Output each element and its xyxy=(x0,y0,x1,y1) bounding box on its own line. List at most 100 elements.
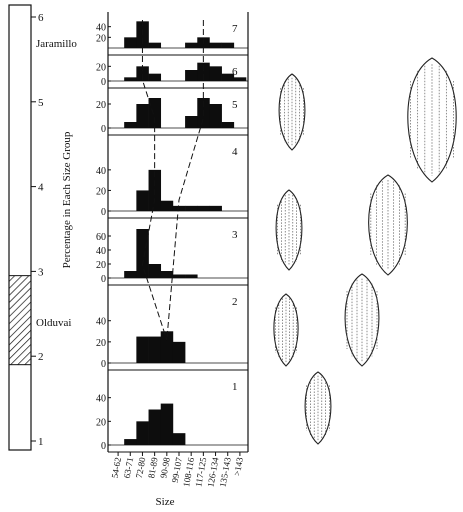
column-outline xyxy=(8,4,32,451)
event-label-jaramillo: Jaramillo xyxy=(36,38,77,50)
specimen-2 xyxy=(407,57,457,183)
specimen-7 xyxy=(304,371,332,445)
y-tick-label: 20 xyxy=(96,417,106,428)
bar-99-107 xyxy=(172,341,186,363)
y-tick-label: 20 xyxy=(96,338,106,349)
panel-6: 0 20 6 xyxy=(96,62,248,89)
specimen-1 xyxy=(278,73,306,151)
x-tick-label-5: 99-107 xyxy=(170,456,184,483)
bar-81-89 xyxy=(148,98,162,128)
panel-label-6: 6 xyxy=(232,66,238,78)
bar-72-80 xyxy=(136,421,149,445)
y-tick-label: 40 xyxy=(96,394,106,405)
bar-90-98 xyxy=(160,271,174,278)
bar-99-107 xyxy=(172,274,186,278)
bar-117-125 xyxy=(197,205,210,211)
bar-63-71 xyxy=(124,37,137,48)
bar-126-134 xyxy=(209,42,222,48)
y-tick-label: 40 xyxy=(96,317,106,328)
trend-lines xyxy=(141,20,204,341)
column-tick-label-2: 2 xyxy=(38,351,44,363)
bar-72-80 xyxy=(136,336,149,363)
panel-label-7: 7 xyxy=(232,23,238,35)
column-tick-label-1: 1 xyxy=(38,436,44,448)
panel-label-2: 2 xyxy=(232,296,238,308)
x-tick-labels: 54-6263-7172-8081-8990-9899-107108-11611… xyxy=(110,452,245,488)
panel-1: 0 20 40 1 xyxy=(96,381,248,453)
x-tick-label-1: 63-71 xyxy=(122,457,135,479)
x-tick-label-10: >143 xyxy=(232,456,245,477)
specimen-5 xyxy=(273,293,299,367)
specimen-drawings xyxy=(273,57,457,445)
trend-line-small-mode xyxy=(141,20,168,341)
x-tick-label-2: 72-80 xyxy=(134,456,148,479)
bar-108-116 xyxy=(185,70,198,81)
bar->143 xyxy=(233,77,247,81)
y-tick-label: 0 xyxy=(101,77,106,88)
bar-72-80 xyxy=(136,66,149,81)
event-label-olduvai: Olduvai xyxy=(36,317,71,329)
specimen-4 xyxy=(368,174,408,276)
column-tick-label-6: 6 xyxy=(38,12,44,24)
bar-135-143 xyxy=(221,122,235,128)
bar-63-71 xyxy=(124,77,137,81)
bar-108-116 xyxy=(185,116,198,128)
specimen-outline xyxy=(304,371,332,445)
panel-4: 0 20 40 4 xyxy=(96,146,248,219)
x-tick-label-4: 90-98 xyxy=(158,456,172,479)
y-tick-label: 40 xyxy=(96,166,106,177)
bar-81-89 xyxy=(148,264,162,278)
x-tick-label-3: 81-89 xyxy=(146,456,160,479)
bar-72-80 xyxy=(136,190,149,211)
bar-72-80 xyxy=(136,229,149,278)
y-tick-label: 40 xyxy=(96,246,106,257)
bar-108-116 xyxy=(185,274,198,278)
y-tick-label: 20 xyxy=(96,260,106,271)
bar-63-71 xyxy=(124,122,137,128)
y-tick-label: 20 xyxy=(96,33,106,44)
bar-135-143 xyxy=(221,73,235,81)
panel-label-5: 5 xyxy=(232,99,238,111)
bar-63-71 xyxy=(124,439,137,445)
y-tick-label: 60 xyxy=(96,232,106,243)
bar-126-134 xyxy=(209,104,222,128)
y-tick-label: 40 xyxy=(96,23,106,34)
bar-99-107 xyxy=(172,433,186,445)
specimen-6 xyxy=(344,273,380,367)
bar-117-125 xyxy=(197,62,210,81)
column-tick-label-3: 3 xyxy=(38,266,44,278)
panel-label-3: 3 xyxy=(232,229,238,241)
y-tick-label: 0 xyxy=(101,359,106,370)
bar-72-80 xyxy=(136,104,149,128)
bar-63-71 xyxy=(124,271,137,278)
bar-81-89 xyxy=(148,73,162,81)
y-tick-label: 20 xyxy=(96,186,106,197)
bar-99-107 xyxy=(172,205,186,211)
column-tick-label-4: 4 xyxy=(38,182,44,194)
bar-90-98 xyxy=(160,200,174,211)
bar-81-89 xyxy=(148,409,162,445)
specimen-outline xyxy=(407,57,457,183)
column-tick-label-5: 5 xyxy=(38,97,44,109)
y-axis-label: Percentage in Each Size Group xyxy=(61,131,73,268)
specimen-outline xyxy=(344,273,380,367)
y-tick-label: 20 xyxy=(96,100,106,111)
x-axis-label: Size xyxy=(156,496,175,508)
y-tick-label: 20 xyxy=(96,62,106,73)
bar-81-89 xyxy=(148,336,162,363)
specimen-outline xyxy=(273,293,299,367)
x-tick-label-0: 54-62 xyxy=(110,457,123,479)
y-tick-label: 0 xyxy=(101,207,106,218)
bar-108-116 xyxy=(185,42,198,48)
panel-5: 0 20 5 xyxy=(96,98,248,136)
panel-2: 0 20 40 2 xyxy=(96,296,248,371)
panel-3: 0 20 40 60 3 xyxy=(96,229,248,286)
polarity-column: 1234567 xyxy=(8,4,44,451)
bar-126-134 xyxy=(209,205,222,211)
bar-90-98 xyxy=(160,403,174,445)
trend-line-large-mode xyxy=(166,20,204,341)
panel-label-4: 4 xyxy=(232,146,238,158)
